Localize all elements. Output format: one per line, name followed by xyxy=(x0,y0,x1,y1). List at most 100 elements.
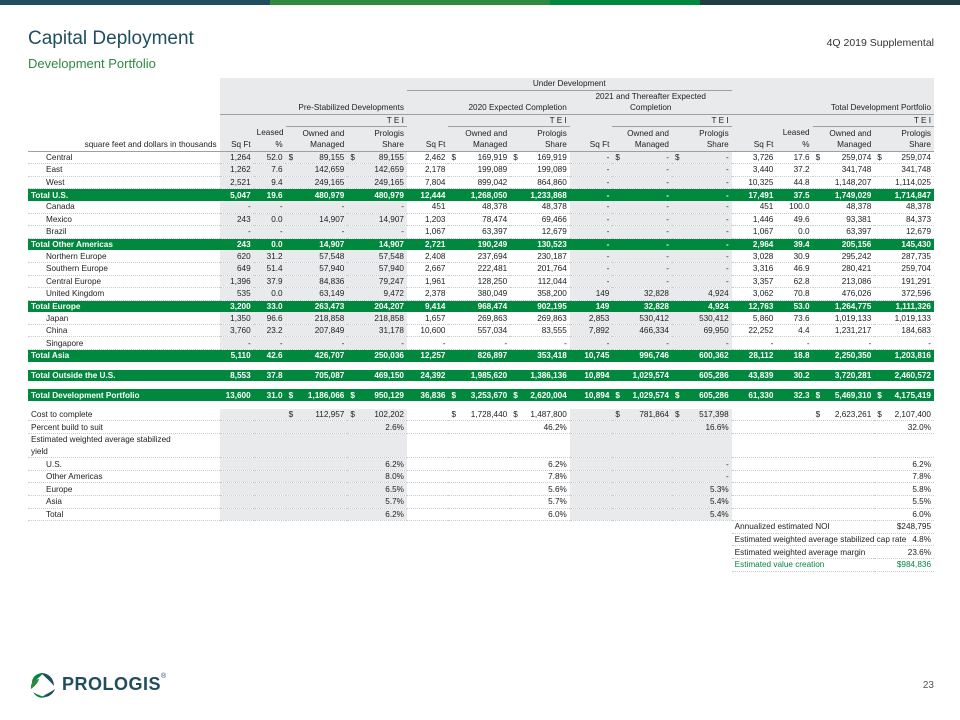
cell-value: 112,044 xyxy=(510,275,570,289)
cell-value: 5.4% xyxy=(671,495,732,509)
cell-value: 287,735 xyxy=(874,250,934,263)
cell-value: 7,804 xyxy=(406,176,449,190)
cell-value: - xyxy=(671,275,732,289)
cell-value: 16.6% xyxy=(671,420,732,435)
cell-value: 96.6 xyxy=(253,312,286,325)
dollar-sign: $ xyxy=(674,152,680,162)
cell-value: 10,600 xyxy=(406,324,449,338)
page-number: 23 xyxy=(922,680,934,691)
cell-value: 9,472 xyxy=(347,287,407,301)
cell-value: 10,894 xyxy=(569,369,613,382)
cell-value: 5,110 xyxy=(219,349,254,362)
cell-value: 950,129 xyxy=(374,390,404,400)
cell-value: 37.8 xyxy=(253,369,286,382)
cell-value: 73.6 xyxy=(776,312,813,325)
cell-value: - xyxy=(285,225,348,239)
yield-row: Total 6.2% 6.0% 5.4% 6.0% xyxy=(28,508,934,522)
dollar-sign: $ xyxy=(288,152,294,162)
cell-value: - xyxy=(569,275,613,289)
cell-value: 259,074 xyxy=(841,152,872,162)
cell-value: - xyxy=(569,163,613,177)
tei-header: T E I xyxy=(448,114,570,128)
prologis-logo-icon xyxy=(30,673,55,698)
header-row-groups: Pre-Stabilized Developments 2020 Expecte… xyxy=(28,102,934,115)
summary-value: 23.6% xyxy=(874,545,934,559)
cell-value: - xyxy=(612,336,672,351)
cell-value: 2,721 xyxy=(406,238,449,251)
cell-value: - xyxy=(253,336,286,351)
cell-value: 2,378 xyxy=(406,287,449,301)
cell-value: 451 xyxy=(406,200,449,214)
yield-section: U.S. 6.2% 6.2% - 6.2% Other Americas 8.0% 7.8% -… xyxy=(28,457,934,522)
row-label: Asia xyxy=(28,495,220,509)
cell-value: 1,019,133 xyxy=(812,312,875,325)
total-row: Total Asia 5,110 42.6 426,707 250,036 12,257 8… xyxy=(28,349,934,362)
cell-value: 1,961 xyxy=(406,275,449,289)
cell-value: 2,667 xyxy=(406,262,449,276)
cell-value: - xyxy=(569,250,613,263)
cell-value: 259,074 xyxy=(901,152,931,162)
cell-value: 1,067 xyxy=(731,225,777,239)
cell-value: 48,378 xyxy=(874,200,934,214)
cell-value: 48,378 xyxy=(510,200,570,214)
cell-value: 249,165 xyxy=(347,176,407,190)
cell-value: 22,252 xyxy=(731,324,777,338)
cell-value: - xyxy=(612,200,672,214)
cell-value: 37.5 xyxy=(776,188,813,201)
cell-value: - xyxy=(671,176,732,190)
cell-value: 89,155 xyxy=(378,152,404,162)
cell-value: 201,764 xyxy=(510,262,570,276)
cell-value: 3,440 xyxy=(731,163,777,177)
prologis-logo: PROLOGIS ® xyxy=(30,671,180,699)
col-header-sqft: Sq Ft xyxy=(219,138,254,152)
dollar-sign: $ xyxy=(615,410,620,420)
group-2021-header-line1: 2021 and Thereafter Expected xyxy=(569,90,732,103)
summary-row: Estimated weighted average margin 23.6% xyxy=(28,545,934,559)
cell-value: 517,398 xyxy=(699,410,729,420)
dollar-sign: $ xyxy=(615,152,620,162)
table-body: Central 1,264 52.0 $89,155 $89,155 2,462 $169,… xyxy=(28,151,934,409)
table-row: United Kingdom 535 0.0 63,149 9,472 2,378 380,… xyxy=(28,287,934,301)
total-portfolio-header: Total Development Portfolio xyxy=(731,102,934,115)
summary-label: Estimated weighted average stabilized ca… xyxy=(731,533,906,547)
cell-value: - xyxy=(671,238,732,251)
cell-value: 205,156 xyxy=(812,238,875,251)
cell-value: - xyxy=(612,250,672,263)
cell-value: 142,659 xyxy=(347,163,407,177)
cell-value: - xyxy=(812,336,875,351)
row-label: Estimated weighted average stabilized xyxy=(31,435,171,445)
cell-value: 32,828 xyxy=(612,287,672,301)
cell-value: 1,186,066 xyxy=(307,390,345,400)
cell-value: 31.0 xyxy=(253,389,286,401)
row-label: Total Development Portfolio xyxy=(28,389,220,401)
cell-value: 259,704 xyxy=(874,262,934,276)
dollar-sign: $ xyxy=(451,410,457,420)
cell-value: 3,062 xyxy=(731,287,777,301)
table-row: Brazil - - - -1,067 63,397 12,679- - -1,067 0.0 63… xyxy=(28,225,934,239)
cell-value: 169,919 xyxy=(477,152,508,162)
table-row: Mexico 243 0.0 14,907 14,907 1,203 78,474 69,46… xyxy=(28,213,934,227)
row-label: Europe xyxy=(28,482,220,496)
row-label: Southern Europe xyxy=(28,262,220,276)
cell-value: 79,247 xyxy=(347,275,407,289)
cell-value: 1,203 xyxy=(406,213,449,227)
cell-value: 10,325 xyxy=(731,176,777,190)
cell-value: 269,863 xyxy=(510,312,570,325)
cell-value: 649 xyxy=(219,262,254,276)
dollar-sign: $ xyxy=(350,390,355,400)
cell-value: 12,444 xyxy=(406,188,449,201)
col-header-leased-pct: % xyxy=(776,138,813,152)
cell-value: 341,748 xyxy=(812,163,875,177)
col-header-sqft: Sq Ft xyxy=(406,138,449,152)
cell-value: - xyxy=(569,262,613,276)
col-header-share: Prologis xyxy=(510,126,570,139)
cell-value: 5.6% xyxy=(510,482,570,496)
cell-value: 2,521 xyxy=(219,176,254,190)
cell-value: 84,373 xyxy=(874,213,934,227)
cell-value: 1,728,440 xyxy=(470,410,508,420)
cell-value: 218,858 xyxy=(285,312,348,325)
col-header-leased: Leased xyxy=(776,126,813,139)
page-title: Capital Deployment xyxy=(28,28,194,49)
cell-value: 605,286 xyxy=(671,369,732,382)
row-label: Cost to complete xyxy=(28,408,220,422)
